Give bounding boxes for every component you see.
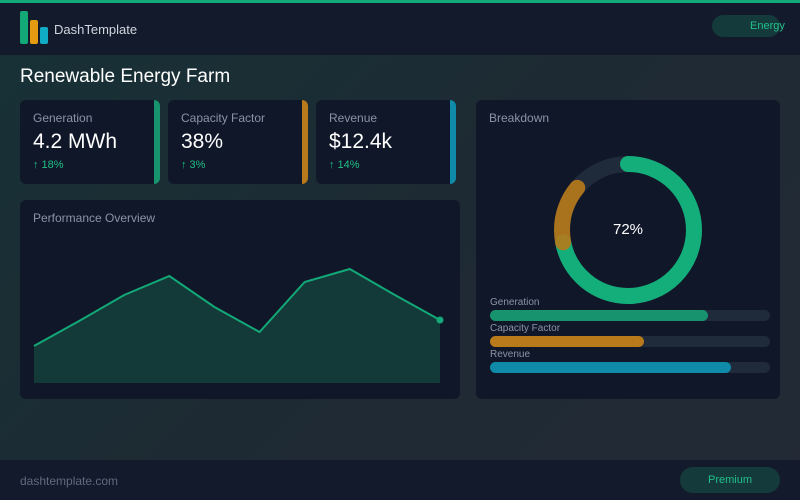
progress-fill bbox=[490, 362, 731, 373]
breakdown-title: Breakdown bbox=[489, 111, 550, 125]
progress-fill bbox=[490, 336, 644, 347]
footer-site-link[interactable]: dashtemplate.com bbox=[20, 474, 119, 488]
kpi-value: 4.2 MWh bbox=[33, 130, 118, 153]
accent-bar bbox=[0, 0, 800, 3]
kpi-label: Revenue bbox=[329, 111, 378, 125]
progress-fill bbox=[490, 310, 709, 321]
kpi-change: ↑ 18% bbox=[33, 159, 64, 171]
progress-bar-capacity-factor bbox=[490, 336, 770, 347]
kpi-card-revenue: Revenue $12.4k ↑ 14% bbox=[316, 100, 456, 184]
kpi-value: 38% bbox=[181, 130, 224, 153]
performance-card: Performance Overview bbox=[20, 200, 460, 399]
kpi-label: Capacity Factor bbox=[181, 111, 266, 125]
page-title: Renewable Energy Farm bbox=[20, 66, 231, 87]
energy-pill-label[interactable]: Energy bbox=[750, 20, 785, 32]
premium-button[interactable]: Premium bbox=[680, 467, 780, 493]
kpi-card-capacity-factor: Capacity Factor 38% ↑ 3% bbox=[168, 100, 308, 184]
kpi-card-generation: Generation 4.2 MWh ↑ 18% bbox=[20, 100, 160, 184]
energy-pill[interactable] bbox=[712, 15, 780, 37]
logo-icon bbox=[20, 11, 50, 44]
kpi-change: ↑ 14% bbox=[329, 159, 360, 171]
performance-title: Performance Overview bbox=[33, 211, 156, 225]
bar-label: Generation bbox=[490, 297, 540, 308]
progress-bar-generation bbox=[490, 310, 770, 321]
kpi-stripe bbox=[302, 100, 308, 184]
kpi-value: $12.4k bbox=[329, 130, 393, 153]
progress-bar-revenue bbox=[490, 362, 770, 373]
kpi-stripe bbox=[154, 100, 160, 184]
bar-label: Revenue bbox=[490, 349, 531, 360]
donut-center-label: 72% bbox=[612, 221, 644, 238]
brand-name: DashTemplate bbox=[54, 22, 138, 37]
header bbox=[0, 3, 800, 55]
kpi-stripe bbox=[450, 100, 456, 184]
kpi-change: ↑ 3% bbox=[181, 159, 206, 171]
kpi-label: Generation bbox=[33, 111, 93, 125]
footer bbox=[0, 460, 800, 500]
bar-label: Capacity Factor bbox=[490, 323, 561, 334]
